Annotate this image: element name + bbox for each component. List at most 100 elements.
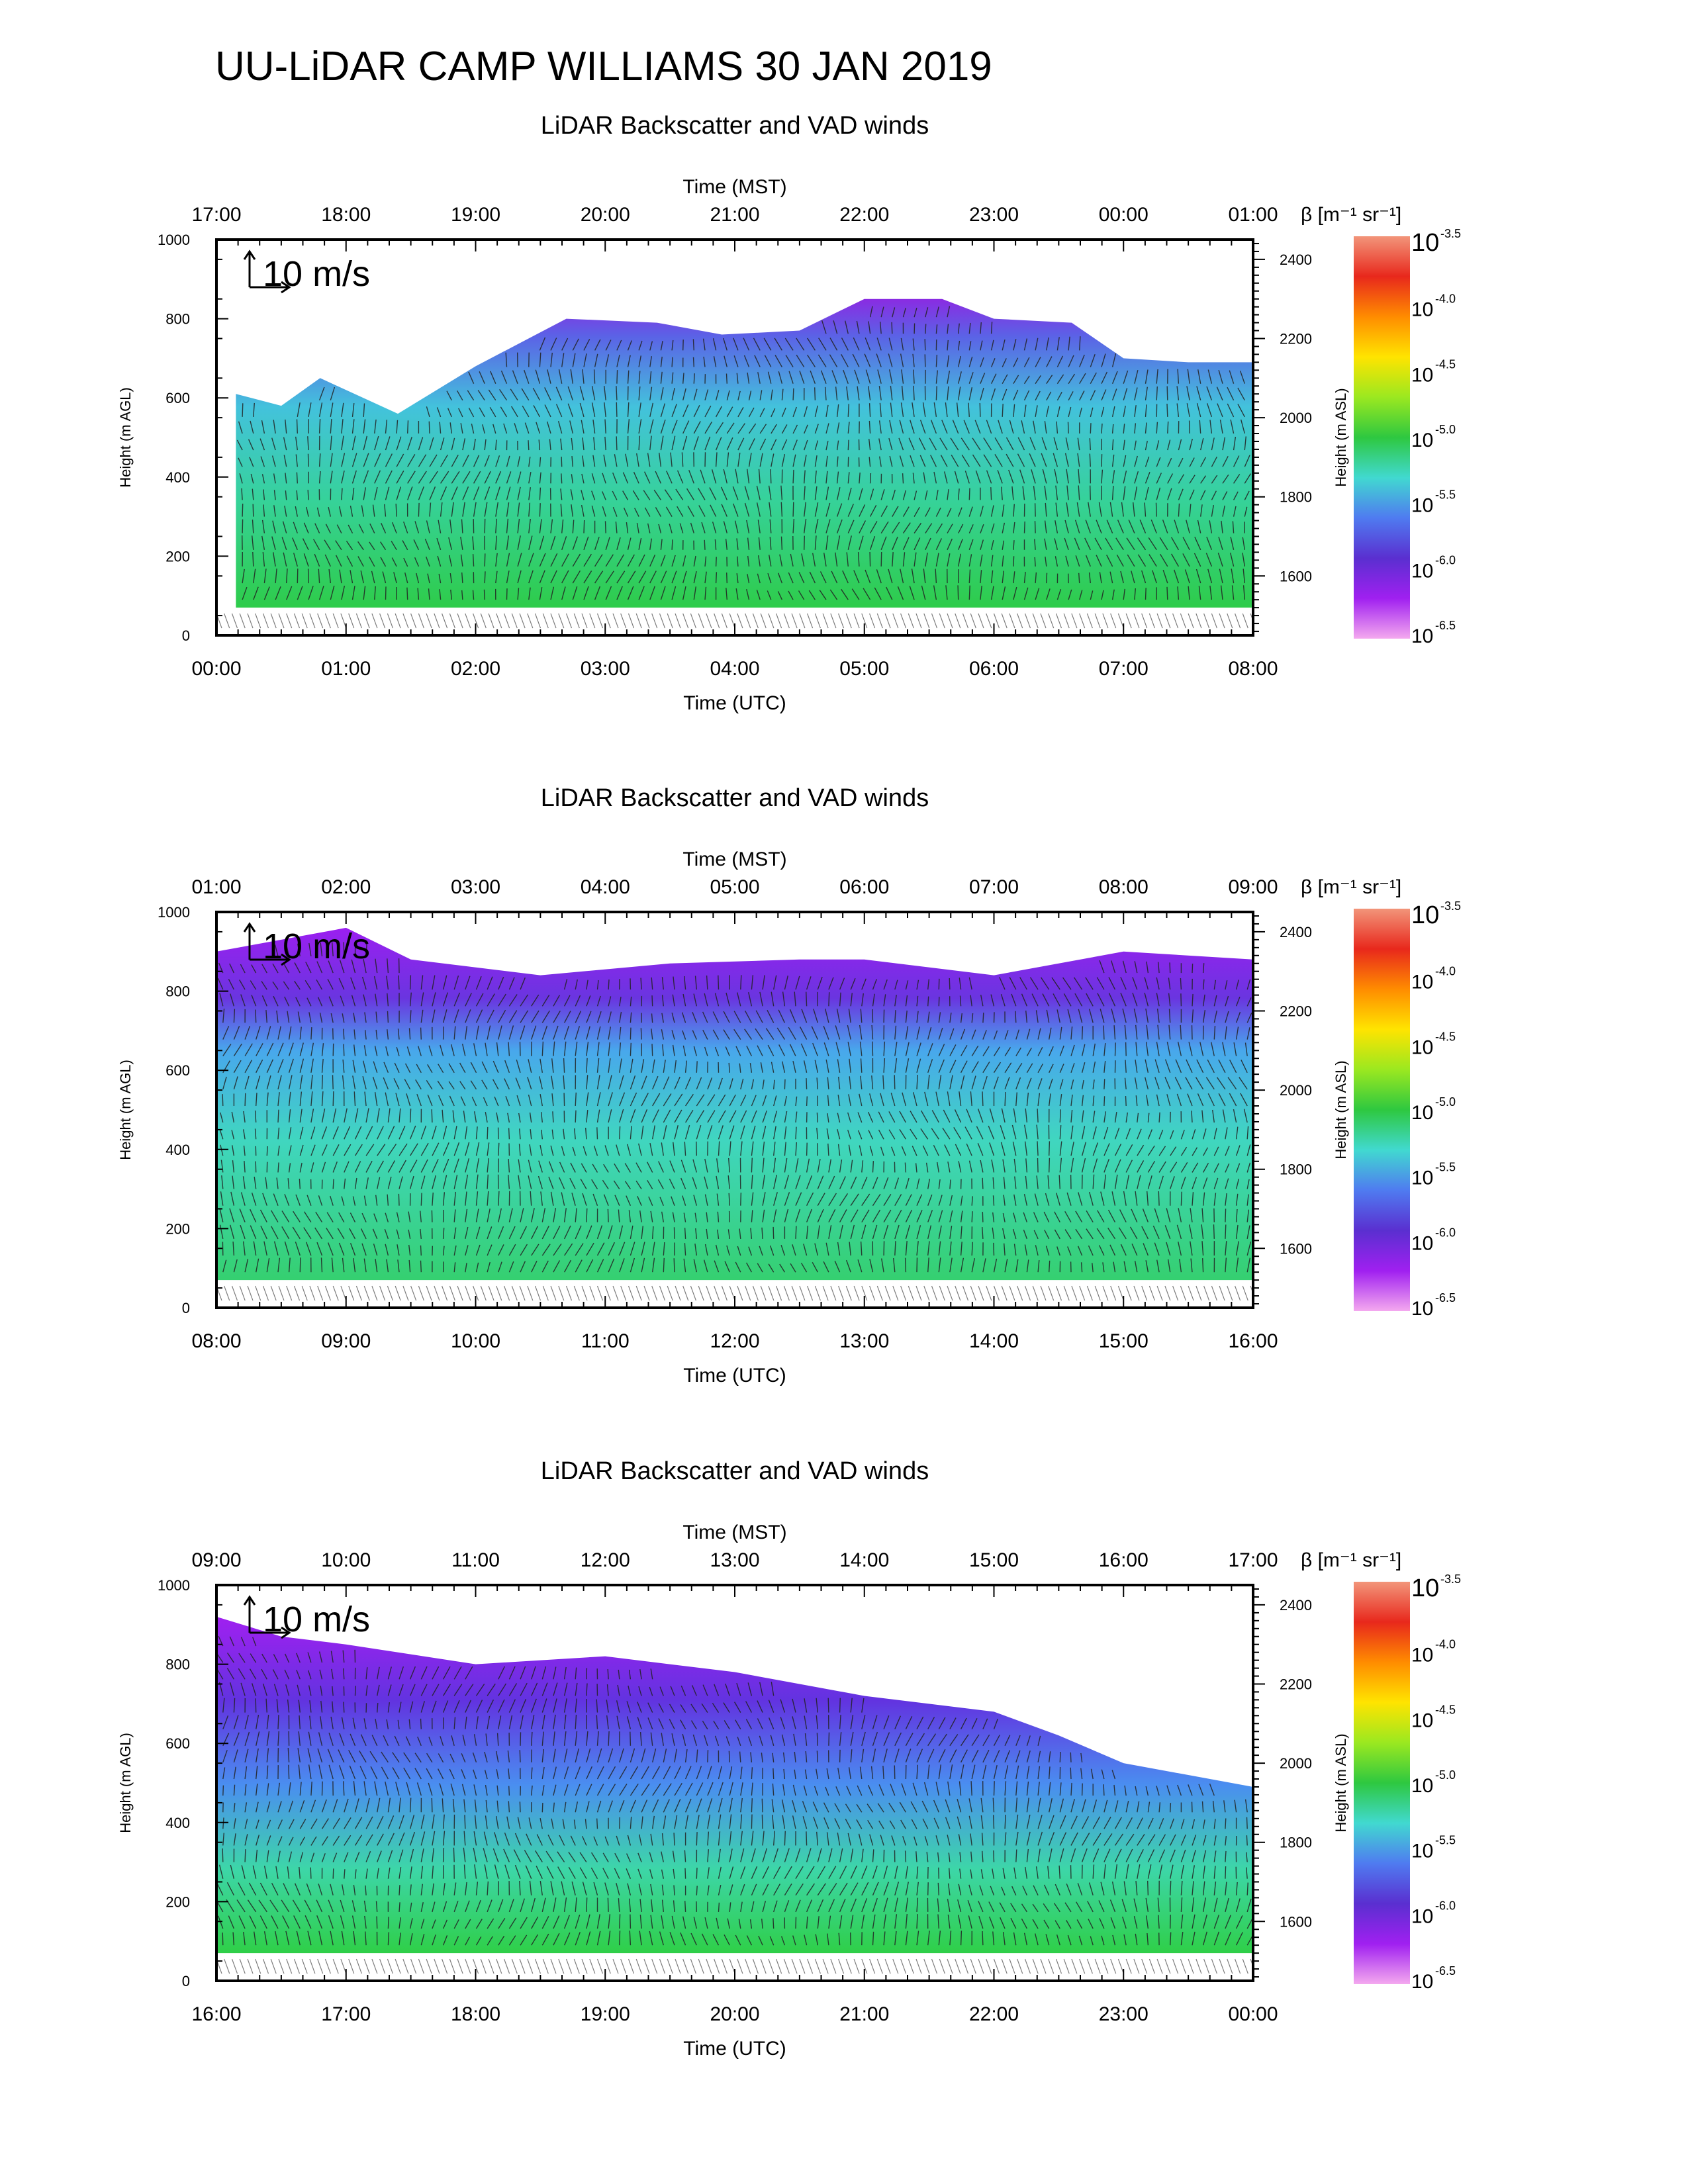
- wind-scale: 10 m/s: [243, 1595, 370, 1639]
- y-tick-label: 800: [165, 311, 190, 328]
- x-tick-label: 16:00: [1228, 1330, 1278, 1352]
- x-tick-label: 12:00: [710, 1330, 759, 1352]
- y-tick-label: 0: [182, 1300, 190, 1316]
- colorbar-label: β [m⁻¹ sr⁻¹]: [1301, 204, 1401, 226]
- colorbar-tick-exponent: -5.5: [1435, 1834, 1456, 1847]
- colorbar: [1354, 236, 1410, 639]
- colorbar-tick-base: 10: [1411, 364, 1433, 386]
- main-title: UU-LiDAR CAMP WILLIAMS 30 JAN 2019: [215, 44, 992, 89]
- x-tick-label: 01:00: [321, 658, 371, 680]
- colorbar-tick-base: 10: [1411, 1232, 1433, 1254]
- x2-tick-label: 08:00: [1099, 876, 1149, 898]
- y-tick-label: 800: [165, 983, 190, 1000]
- wind-arrow-field: [236, 306, 1251, 600]
- x2-tick-label: 20:00: [581, 204, 630, 226]
- x2-tick-label: 04:00: [581, 876, 630, 898]
- x2-axis-label: Time (MST): [682, 176, 786, 198]
- colorbar-tick-base: 10: [1411, 972, 1433, 993]
- x-tick-label: 16:00: [191, 2003, 241, 2025]
- y-tick-label: 200: [165, 1893, 190, 1910]
- y-tick-label: 800: [165, 1657, 190, 1673]
- x2-tick-label: 00:00: [1099, 204, 1149, 226]
- y-tick-label: 0: [182, 1973, 190, 1989]
- x2-tick-label: 15:00: [969, 1549, 1019, 1571]
- x2-tick-label: 21:00: [710, 204, 759, 226]
- y-tick-label: 1000: [158, 904, 190, 921]
- colorbar-tick-base: 10: [1411, 1775, 1433, 1797]
- x2-tick-label: 19:00: [451, 204, 500, 226]
- x2-tick-label: 16:00: [1099, 1549, 1149, 1571]
- x2-tick-label: 01:00: [1228, 204, 1278, 226]
- x-axis-label: Time (UTC): [683, 2038, 786, 2060]
- colorbar-tick-base: 10: [1411, 1841, 1433, 1862]
- chart-title: LiDAR Backscatter and VAD winds: [541, 1457, 929, 1485]
- y2-tick-label: 1800: [1280, 1835, 1312, 1851]
- x-tick-label: 02:00: [451, 658, 500, 680]
- backscatter-field: [216, 927, 1253, 1301]
- y2-tick-label: 2400: [1280, 251, 1312, 268]
- colorbar: [1354, 1582, 1410, 1984]
- wind-scale: 10 m/s: [243, 250, 370, 294]
- x2-tick-label: 14:00: [839, 1549, 889, 1571]
- colorbar-tick-exponent: -4.5: [1435, 357, 1456, 371]
- colorbar-tick-base: 10: [1411, 1102, 1433, 1124]
- y2-tick-label: 1800: [1280, 489, 1312, 506]
- x-tick-label: 05:00: [839, 658, 889, 680]
- y2-tick-label: 2000: [1280, 1755, 1312, 1772]
- colorbar-tick-base: 10: [1411, 1036, 1433, 1058]
- x-tick-label: 00:00: [191, 658, 241, 680]
- backscatter-layer: [216, 1616, 1253, 1954]
- colorbar-tick-base: 10: [1411, 229, 1439, 257]
- x-tick-label: 20:00: [710, 2003, 759, 2025]
- colorbar-tick-exponent: -6.5: [1435, 1964, 1456, 1978]
- x2-tick-label: 17:00: [1228, 1549, 1278, 1571]
- y-tick-label: 1000: [158, 1577, 190, 1594]
- colorbar: [1354, 909, 1410, 1311]
- x-tick-label: 08:00: [191, 1330, 241, 1352]
- colorbar-tick-exponent: -6.0: [1435, 1899, 1456, 1912]
- x2-tick-label: 17:00: [191, 204, 241, 226]
- colorbar-tick-exponent: -5.5: [1435, 1161, 1456, 1174]
- x-tick-label: 00:00: [1228, 2003, 1278, 2025]
- y2-tick-label: 2200: [1280, 331, 1312, 347]
- chart-panel-2: 08:00 09:00 10:00 11:00 12:00 13:00 14:00 15:00…: [117, 784, 1461, 1387]
- x2-tick-label: 18:00: [321, 204, 371, 226]
- x-axis-label: Time (UTC): [683, 1365, 786, 1387]
- colorbar-tick-base: 10: [1411, 1298, 1433, 1320]
- colorbar-tick-exponent: -4.0: [1435, 293, 1456, 306]
- colorbar-tick-exponent: -4.5: [1435, 1703, 1456, 1716]
- colorbar-tick-base: 10: [1411, 901, 1439, 929]
- backscatter-field: [216, 298, 1253, 629]
- y-tick-label: 400: [165, 1142, 190, 1158]
- colorbar-tick-base: 10: [1411, 1971, 1433, 1993]
- vad-wind-arrows: [236, 306, 1251, 600]
- x2-tick-label: 23:00: [969, 204, 1019, 226]
- wind-arrow-field: [217, 942, 1252, 1273]
- colorbar-tick-exponent: -3.5: [1440, 1572, 1461, 1586]
- colorbar-tick-base: 10: [1411, 1167, 1433, 1189]
- colorbar-tick-exponent: -5.0: [1435, 423, 1456, 436]
- x-tick-label: 11:00: [581, 1330, 630, 1352]
- wind-arrow-field: [216, 1635, 1253, 1946]
- backscatter-layer: [236, 298, 1253, 608]
- x2-axis-label: Time (MST): [682, 848, 786, 870]
- y-axis-label: Height (m AGL): [117, 1733, 134, 1833]
- colorbar-tick-exponent: -5.5: [1435, 488, 1456, 502]
- wind-scale-label: 10 m/s: [263, 1600, 370, 1639]
- colorbar-tick-exponent: -4.0: [1435, 965, 1456, 978]
- y-tick-label: 1000: [158, 232, 190, 248]
- y2-tick-label: 2000: [1280, 410, 1312, 426]
- colorbar-tick-base: 10: [1411, 495, 1433, 517]
- surface-wind-barbs: [216, 1285, 1253, 1301]
- chart-title: LiDAR Backscatter and VAD winds: [541, 784, 929, 812]
- colorbar-tick-exponent: -4.5: [1435, 1030, 1456, 1043]
- y2-tick-label: 1600: [1280, 1240, 1312, 1257]
- colorbar-tick-base: 10: [1411, 1905, 1433, 1927]
- colorbar-label: β [m⁻¹ sr⁻¹]: [1301, 1549, 1401, 1571]
- x2-tick-label: 22:00: [839, 204, 889, 226]
- y2-tick-label: 2200: [1280, 1003, 1312, 1020]
- x-tick-label: 04:00: [710, 658, 759, 680]
- colorbar-tick-base: 10: [1411, 625, 1433, 647]
- colorbar-tick-exponent: -6.0: [1435, 1226, 1456, 1239]
